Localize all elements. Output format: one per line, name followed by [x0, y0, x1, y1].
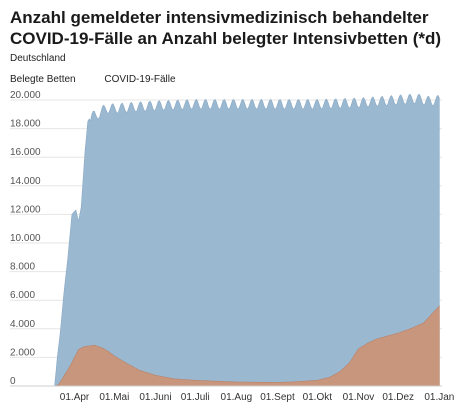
x-tick-label-4: 01.Aug — [221, 392, 253, 403]
series-covid-faelle-area — [54, 305, 440, 387]
x-tick-label-1: 01.Mai — [99, 392, 129, 403]
x-tick-label-8: 01.Dez — [382, 392, 414, 403]
chart-title: Anzahl gemeldeter intensivmedizinisch be… — [10, 8, 442, 48]
y-tick-label-7: 14.000 — [10, 176, 41, 187]
x-tick-label-9: 01.Jan — [424, 392, 454, 403]
y-tick-label-0: 0 — [10, 376, 16, 387]
y-tick-label-1: 2.000 — [10, 347, 35, 358]
x-tick-label-6: 01.Okt — [303, 392, 333, 403]
x-tick-label-5: 01.Sept — [260, 392, 295, 403]
chart-subtitle: Deutschland — [10, 53, 66, 64]
y-tick-label-3: 6.000 — [10, 290, 35, 301]
chart-legend: Belegte Betten COVID-19-Fälle — [10, 74, 202, 85]
series-belegte-betten-area — [54, 93, 440, 387]
y-tick-label-10: 20.000 — [10, 90, 41, 101]
y-tick-label-2: 4.000 — [10, 319, 35, 330]
y-tick-label-6: 12.000 — [10, 204, 41, 215]
y-tick-label-4: 8.000 — [10, 262, 35, 273]
x-tick-label-7: 01.Nov — [343, 392, 375, 403]
legend-item-belegte-betten[interactable]: Belegte Betten — [10, 74, 76, 85]
x-tick-label-0: 01.Apr — [60, 392, 90, 403]
x-tick-label-3: 01.Juli — [181, 392, 210, 403]
x-tick-label-2: 01.Juni — [139, 392, 171, 403]
y-tick-label-5: 10.000 — [10, 233, 41, 244]
y-tick-label-8: 16.000 — [10, 147, 41, 158]
legend-item-covid-faelle[interactable]: COVID-19-Fälle — [104, 74, 176, 85]
y-tick-label-9: 18.000 — [10, 119, 41, 130]
